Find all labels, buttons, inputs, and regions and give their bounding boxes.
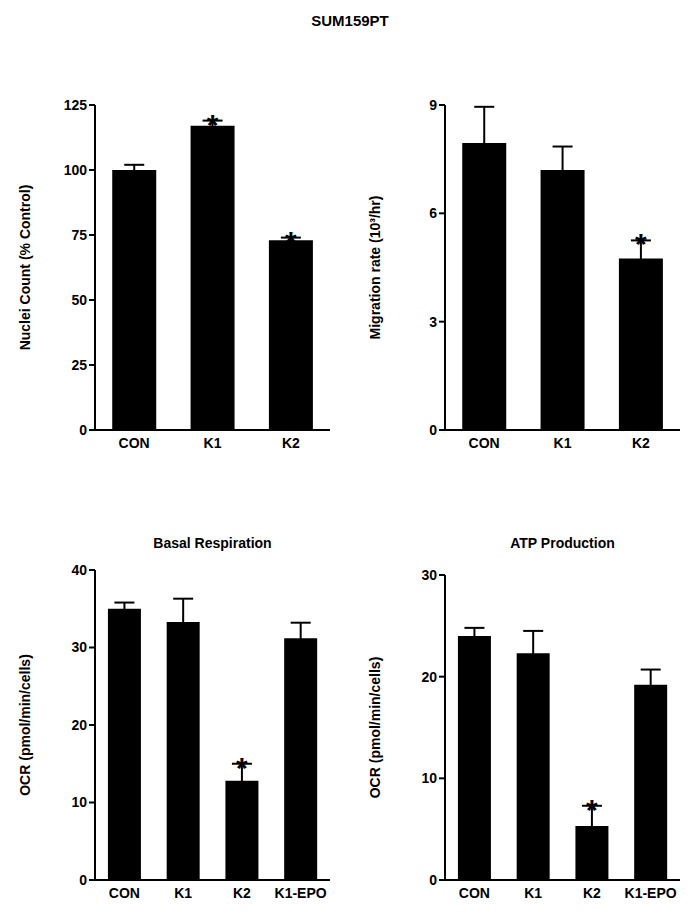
svg-text:Migration rate (10³/hr): Migration rate (10³/hr) [367, 196, 383, 340]
svg-text:K1-EPO: K1-EPO [275, 885, 327, 901]
svg-text:K2: K2 [282, 435, 300, 451]
svg-text:K2: K2 [233, 885, 251, 901]
svg-text:CON: CON [109, 885, 140, 901]
svg-text:10: 10 [71, 794, 87, 810]
svg-text:20: 20 [71, 717, 87, 733]
svg-text:K1: K1 [174, 885, 192, 901]
svg-text:100: 100 [64, 162, 88, 178]
svg-text:CON: CON [119, 435, 150, 451]
svg-text:OCR (pmol/min/cells): OCR (pmol/min/cells) [17, 654, 33, 796]
svg-text:K2: K2 [583, 885, 601, 901]
svg-text:*: * [207, 108, 219, 141]
svg-text:0: 0 [429, 422, 437, 438]
svg-text:40: 40 [71, 562, 87, 578]
svg-text:CON: CON [459, 885, 490, 901]
svg-text:25: 25 [71, 357, 87, 373]
svg-text:9: 9 [429, 97, 437, 113]
svg-text:*: * [586, 793, 598, 826]
svg-text:3: 3 [429, 314, 437, 330]
svg-text:0: 0 [79, 872, 87, 888]
svg-text:20: 20 [421, 669, 437, 685]
svg-text:Nuclei Count (% Control): Nuclei Count (% Control) [17, 185, 33, 351]
html-text:ATP Production: ATP Production [510, 535, 615, 551]
svg-text:*: * [285, 225, 297, 258]
html-text:SUM159PT: SUM159PT [311, 12, 389, 29]
svg-text:K1: K1 [524, 885, 542, 901]
svg-text:K1: K1 [554, 435, 572, 451]
svg-text:0: 0 [79, 422, 87, 438]
svg-text:K1-EPO: K1-EPO [625, 885, 677, 901]
svg-text:75: 75 [71, 227, 87, 243]
svg-text:OCR (pmol/min/cells): OCR (pmol/min/cells) [367, 657, 383, 799]
svg-text:50: 50 [71, 292, 87, 308]
svg-text:*: * [236, 751, 248, 784]
svg-text:30: 30 [421, 567, 437, 583]
html-text:Basal Respiration: Basal Respiration [153, 535, 272, 551]
svg-text:30: 30 [71, 639, 87, 655]
svg-text:0: 0 [429, 872, 437, 888]
svg-text:6: 6 [429, 205, 437, 221]
svg-text:10: 10 [421, 770, 437, 786]
svg-text:CON: CON [469, 435, 500, 451]
svg-text:K2: K2 [632, 435, 650, 451]
svg-text:125: 125 [64, 97, 88, 113]
svg-text:*: * [635, 227, 647, 260]
svg-text:K1: K1 [204, 435, 222, 451]
